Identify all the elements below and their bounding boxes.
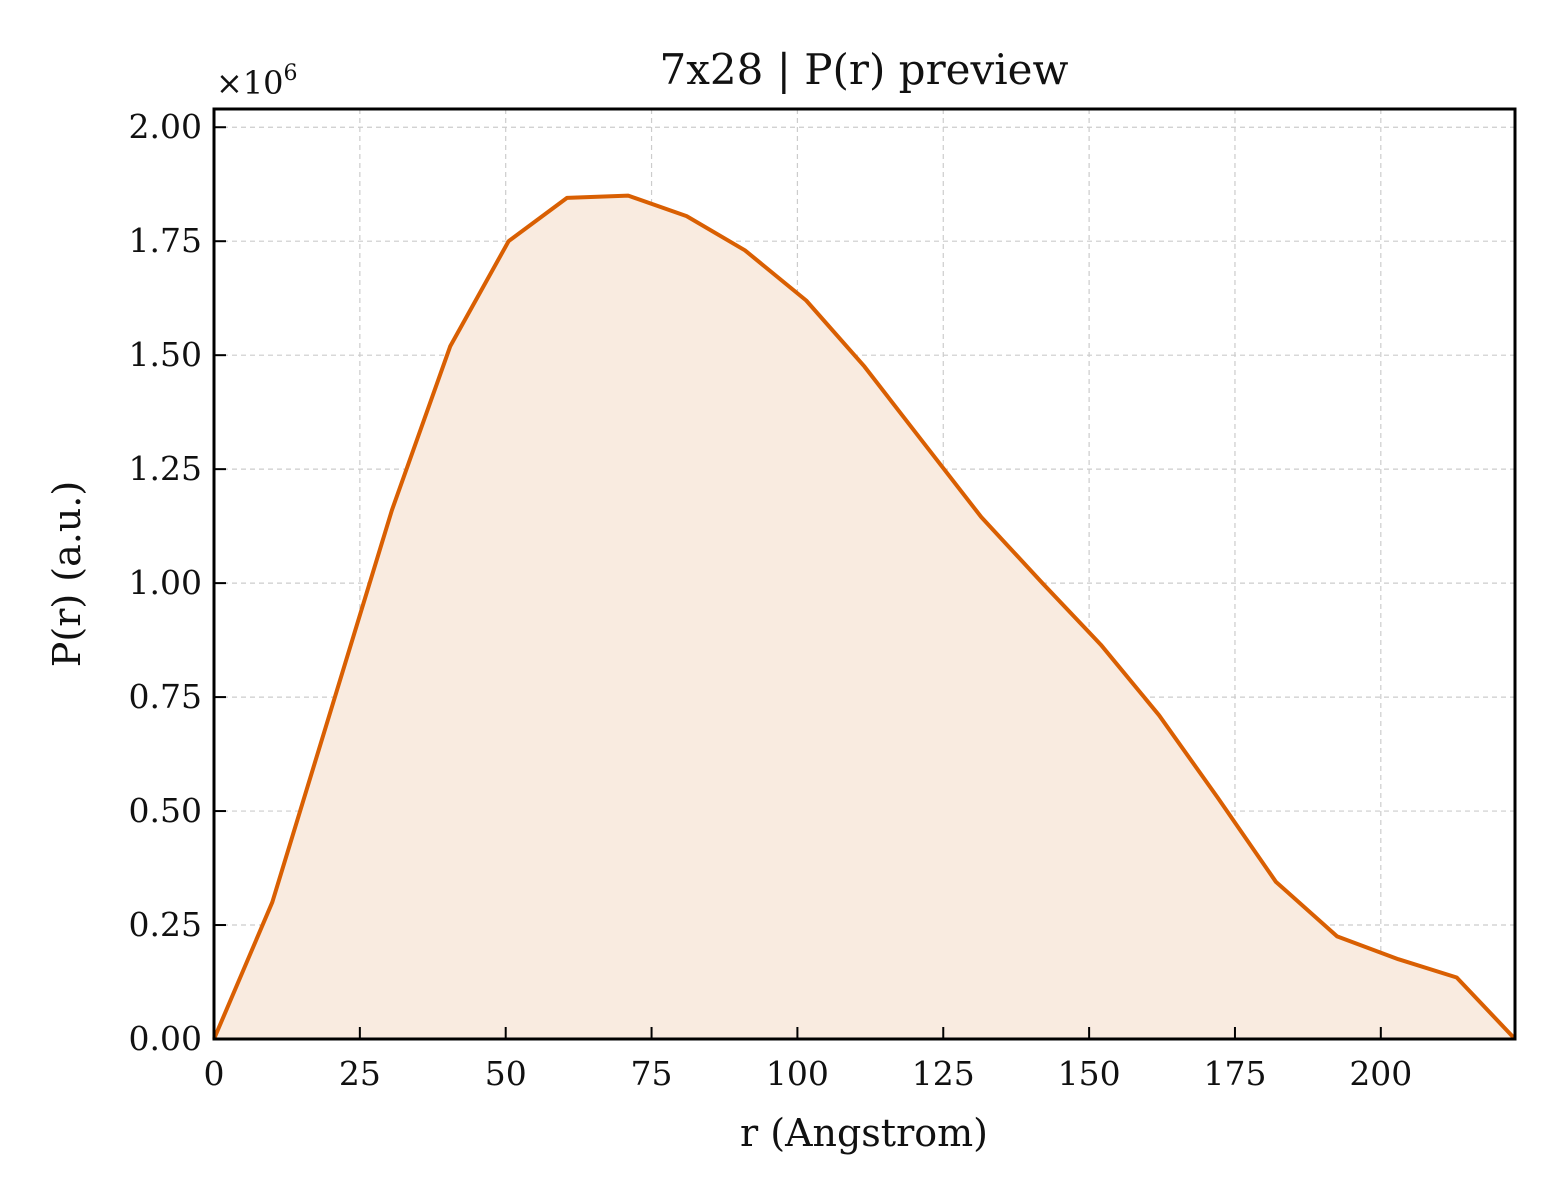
- area-fill: [214, 195, 1515, 1040]
- x-tick-label: 150: [1058, 1054, 1121, 1093]
- x-tick-label: 75: [631, 1054, 673, 1093]
- y-tick-label: 0.25: [129, 905, 202, 944]
- y-tick-label: 1.00: [129, 563, 202, 602]
- y-tick-label: 0.50: [129, 791, 202, 830]
- y-tick-label: 0.00: [129, 1019, 202, 1058]
- y-axis-label: P(r) (a.u.): [45, 481, 89, 667]
- y-multiplier-exponent: 6: [284, 61, 298, 86]
- y-multiplier-base: ×10: [216, 64, 284, 102]
- y-axis-multiplier: ×106: [216, 61, 298, 102]
- y-tick-label: 1.50: [129, 335, 202, 374]
- chart-title: 7x28 | P(r) preview: [660, 45, 1069, 94]
- series-line: [212, 193, 1517, 1041]
- y-tick-label: 1.75: [129, 221, 202, 260]
- x-tick-label: 50: [485, 1054, 527, 1093]
- x-tick-label: 175: [1203, 1054, 1266, 1093]
- x-tick-label: 125: [912, 1054, 975, 1093]
- x-tick-label: 200: [1349, 1054, 1412, 1093]
- ticks: 0 25 50 75 100 125 150 175 200 0.00 0.25 0.50 0.75 1.…: [129, 107, 1413, 1093]
- y-tick-label: 2.00: [129, 107, 202, 146]
- x-tick-label: 0: [204, 1054, 225, 1093]
- y-tick-label: 1.25: [129, 449, 202, 488]
- x-tick-label: 100: [766, 1054, 829, 1093]
- x-tick-label: 25: [339, 1054, 381, 1093]
- plot-frame: [212, 107, 1517, 1041]
- y-tick-label: 0.75: [129, 677, 202, 716]
- x-axis-label: r (Angstrom): [740, 1111, 988, 1155]
